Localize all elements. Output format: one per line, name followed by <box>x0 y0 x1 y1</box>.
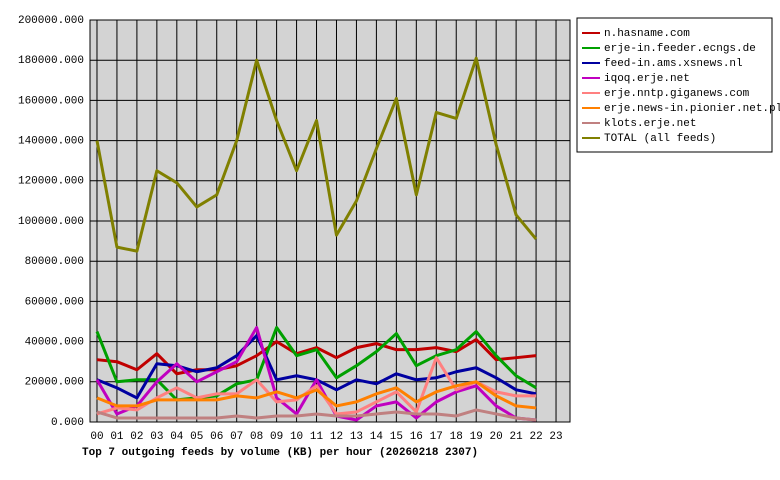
series-line <box>96 356 537 416</box>
y-tick-label: 120000.000 <box>18 176 84 188</box>
y-tick-label: 100000.000 <box>18 216 84 228</box>
x-tick-label: 17 <box>430 431 443 443</box>
x-tick-label: 16 <box>410 431 423 443</box>
chart-title: Top 7 outgoing feeds by volume (KB) per … <box>82 447 478 459</box>
y-tick-label: 200000.000 <box>18 15 84 27</box>
series-line <box>96 380 537 410</box>
x-tick-label: 23 <box>549 431 562 443</box>
x-tick-label: 00 <box>90 431 103 443</box>
y-tick-label: 180000.000 <box>18 55 84 67</box>
x-tick-label: 03 <box>150 431 163 443</box>
y-tick-label: 20000.000 <box>25 377 84 389</box>
x-tick-label: 07 <box>230 431 243 443</box>
series-line <box>95 56 538 253</box>
x-tick-label: 22 <box>529 431 542 443</box>
legend-box <box>576 17 773 153</box>
x-tick-label: 21 <box>510 431 524 443</box>
x-tick-label: 15 <box>390 431 403 443</box>
legend-label: TOTAL (all feeds) <box>604 133 716 145</box>
x-tick-label: 12 <box>330 431 343 443</box>
x-tick-label: 05 <box>190 431 203 443</box>
y-tick-label: 60000.000 <box>25 296 84 308</box>
legend-label: iqoq.erje.net <box>604 73 690 85</box>
y-tick-label: 80000.000 <box>25 256 84 268</box>
series-line <box>96 408 537 422</box>
x-tick-label: 13 <box>350 431 363 443</box>
x-tick-label: 06 <box>210 431 223 443</box>
y-tick-label: 0.000 <box>51 417 84 429</box>
series-line <box>96 338 537 376</box>
series-line <box>95 326 537 402</box>
x-tick-label: 08 <box>250 431 263 443</box>
x-tick-label: 04 <box>170 431 184 443</box>
legend-label: feed-in.ams.xsnews.nl <box>604 58 743 70</box>
y-tick-label: 160000.000 <box>18 95 84 107</box>
x-tick-label: 20 <box>490 431 503 443</box>
x-tick-label: 02 <box>130 431 143 443</box>
x-tick-label: 14 <box>370 431 384 443</box>
y-tick-label: 40000.000 <box>25 337 84 349</box>
legend-label: erje.news-in.pionier.net.pl <box>604 103 780 115</box>
x-tick-label: 10 <box>290 431 303 443</box>
y-tick-label: 140000.000 <box>18 136 84 148</box>
x-tick-label: 19 <box>470 431 483 443</box>
series-line <box>95 326 537 422</box>
x-tick-label: 11 <box>310 431 324 443</box>
legend-label: erje-in.feeder.ecngs.de <box>604 43 756 55</box>
legend-label: erje.nntp.giganews.com <box>604 88 750 100</box>
x-tick-label: 18 <box>450 431 463 443</box>
x-tick-label: 09 <box>270 431 283 443</box>
x-tick-label: 01 <box>110 431 124 443</box>
legend-label: klots.erje.net <box>604 118 696 130</box>
legend-label: n.hasname.com <box>604 28 690 40</box>
